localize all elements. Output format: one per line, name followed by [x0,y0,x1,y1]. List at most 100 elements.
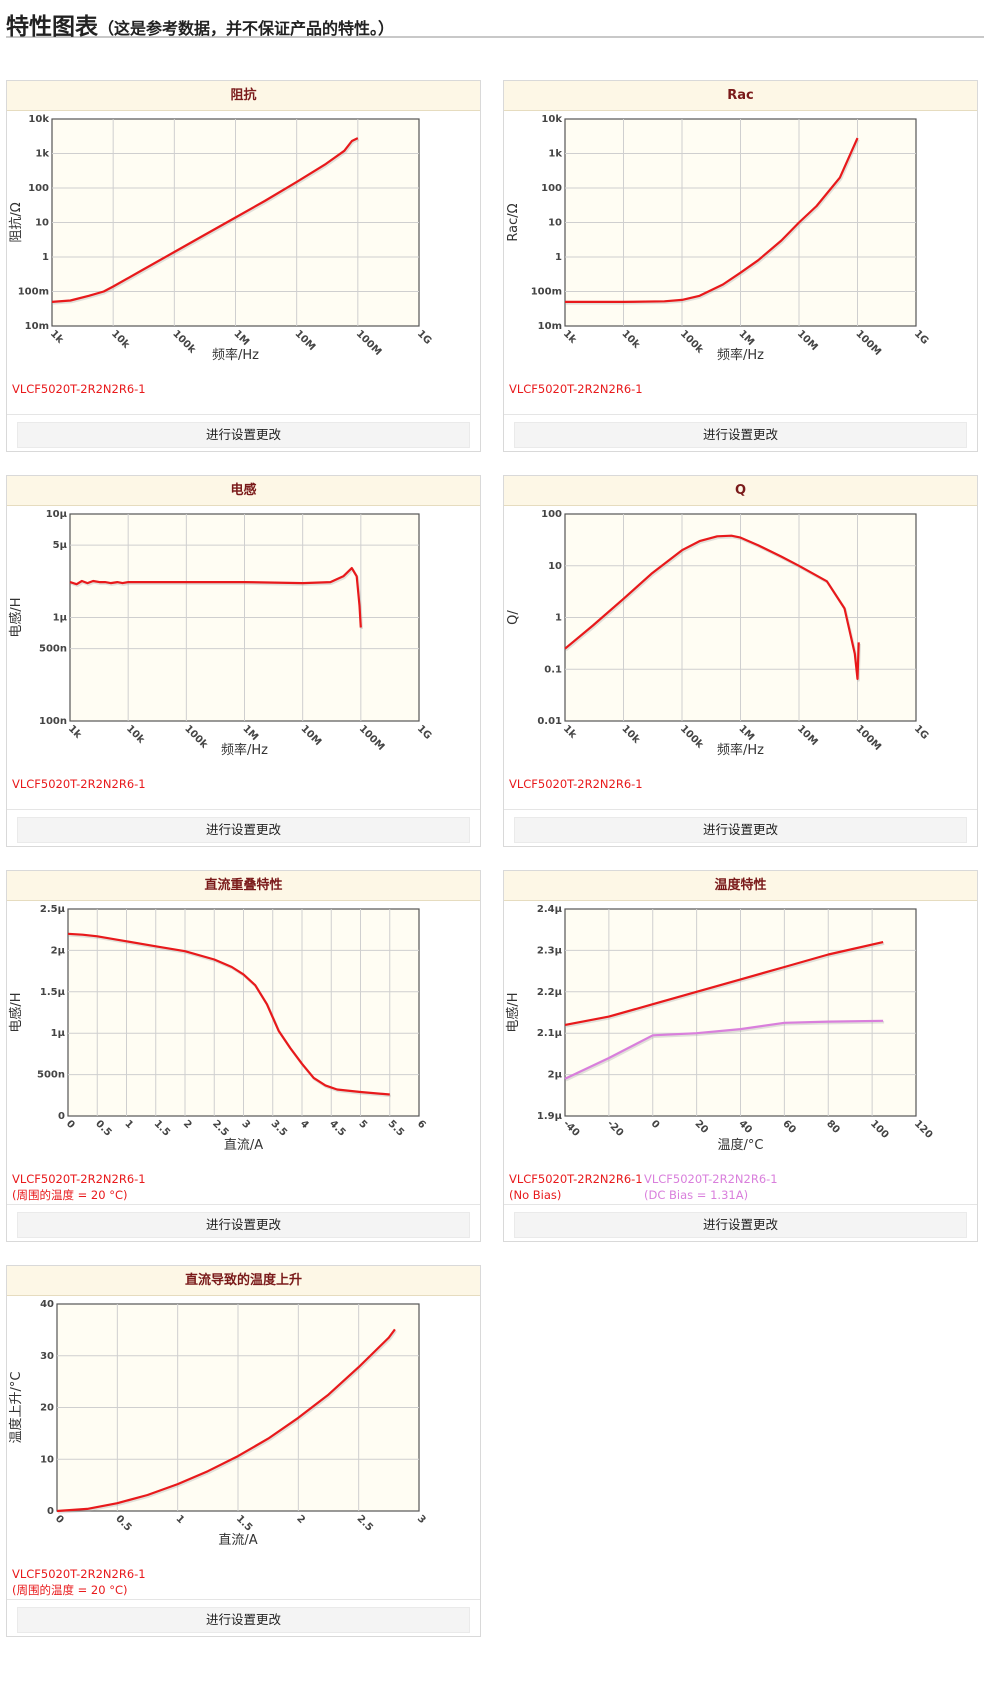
x-tick-label: 10M [299,723,324,748]
chart-title: 直流重叠特性 [7,871,480,901]
y-tick-label: 1.5μ [40,987,66,998]
chart-panel-dc-bias: 直流重叠特性 0 0.5 1 1.5 2 2.5 3 3.5 4 4.5 5 5.5 6 0 500n 1μ 1.… [6,870,481,1242]
settings-button[interactable]: 进行设置更改 [17,1607,470,1633]
y-axis-label: 温度上升/°C [8,1372,24,1444]
y-tick-label: 1 [555,613,562,624]
x-axis-label: 温度/°C [718,1137,764,1153]
x-axis-label: 直流/A [218,1533,257,1548]
y-tick-label: 2μ [548,1070,563,1081]
y-tick-label: 0.1 [544,664,562,675]
y-tick-label: 100 [541,183,562,194]
x-tick-label: 2 [294,1513,307,1526]
x-tick-label: 10k [109,328,132,351]
chart-panel-rac: Rac 1k 10k 100k 1M 10M 100M 1G 10m 100m 1 10 100 1k 10… [503,80,978,452]
x-tick-label: 1G [415,723,434,742]
y-tick-label: 10m [25,321,49,332]
chart-title: Rac [504,81,977,111]
y-tick-label: 5μ [53,540,68,551]
y-tick-label: 2.5μ [40,904,66,915]
panel-footer: 进行设置更改 [504,809,977,843]
chart-title: 阻抗 [7,81,480,111]
panel-footer: 进行设置更改 [7,414,480,448]
y-tick-label: 2.3μ [537,945,563,956]
page-title: 特性图表（这是参考数据，并不保证产品的特性。） [6,7,394,41]
settings-button[interactable]: 进行设置更改 [514,422,967,448]
settings-button[interactable]: 进行设置更改 [17,817,470,843]
x-tick-label: 5 [356,1118,369,1131]
x-tick-label: 2.5 [210,1118,230,1138]
x-tick-label: 6 [415,1118,428,1131]
y-tick-label: 2.1μ [537,1028,563,1039]
x-tick-label: 10k [124,723,147,746]
x-tick-label: 2 [181,1118,194,1131]
series-line-0 [564,534,860,680]
legend-item: VLCF5020T-2R2N2R6-1 [509,382,643,396]
y-tick-label: 500n [37,1070,65,1081]
series-line-0 [67,932,390,1096]
x-tick-label: 100M [853,723,883,753]
y-tick-label: 10μ [46,509,68,520]
y-tick-label: 10 [40,1454,54,1465]
x-axis-label: 频率/Hz [221,742,268,758]
y-tick-label: 0 [58,1111,65,1122]
y-tick-label: 1μ [51,1028,66,1039]
legend-item: VLCF5020T-2R2N2R6-1 [509,777,643,791]
y-tick-label: 100m [18,287,49,298]
y-axis-label: 电感/H [8,597,24,637]
legend-item: VLCF5020T-2R2N2R6-1 (No Bias) [509,1172,643,1202]
x-tick-label: 1k [66,723,84,741]
x-axis-label: 频率/Hz [717,347,764,363]
series-line-0 [56,1328,396,1513]
x-tick-label: 1G [415,328,434,347]
y-tick-label: 2.2μ [537,987,563,998]
x-tick-label: 0.5 [113,1513,133,1533]
series-line-0 [565,137,859,303]
y-tick-label: 100 [28,183,49,194]
y-tick-label: 10 [548,561,562,572]
settings-button[interactable]: 进行设置更改 [514,1212,967,1238]
x-tick-label: 100k [678,723,705,750]
series-shadow [566,139,860,305]
series-shadow [565,942,885,1028]
x-tick-label: 3.5 [269,1118,289,1138]
x-tick-label: 10M [795,328,820,353]
panel-footer: 进行设置更改 [7,1599,480,1633]
panel-footer: 进行设置更改 [7,809,480,843]
y-tick-label: 0.01 [537,716,562,727]
series-shadow [565,1021,885,1082]
y-axis-label: 电感/H [505,992,521,1032]
settings-button[interactable]: 进行设置更改 [17,1212,470,1238]
x-tick-label: 1M [736,328,756,348]
y-tick-label: 10 [35,218,49,229]
legend-item: VLCF5020T-2R2N2R6-1(周围的温度 = 20 °C) [12,1567,146,1597]
panel-footer: 进行设置更改 [7,1204,480,1238]
x-axis-label: 频率/Hz [717,742,764,758]
series-shadow [57,1330,397,1514]
x-tick-label: 1G [912,328,931,347]
y-tick-label: 10m [538,321,562,332]
y-axis-label: Rac/Ω [506,203,521,241]
y-tick-label: 10k [541,114,562,125]
x-tick-label: 4 [298,1118,311,1131]
series-line-0 [564,941,884,1026]
chart-title: 电感 [7,476,480,506]
x-tick-label: 1 [122,1118,135,1131]
y-tick-label: 1k [548,149,562,160]
settings-button[interactable]: 进行设置更改 [514,817,967,843]
y-tick-label: 500n [39,644,67,655]
page-title-text: 特性图表 [6,14,98,40]
x-tick-label: 40 [736,1118,754,1136]
page-header: 特性图表（这是参考数据，并不保证产品的特性。） [6,4,984,41]
x-tick-label: 4.5 [327,1118,347,1138]
y-tick-label: 10 [548,218,562,229]
y-axis-label: 电感/H [8,992,24,1032]
y-axis-label: 阻抗/Ω [9,202,24,242]
x-tick-label: 1k [561,328,579,346]
y-tick-label: 100n [39,716,67,727]
x-tick-label: -20 [605,1118,626,1139]
chart-title: 温度特性 [504,871,977,901]
x-tick-label: 3 [415,1513,428,1526]
series-shadow [70,568,364,630]
settings-button[interactable]: 进行设置更改 [17,422,470,448]
